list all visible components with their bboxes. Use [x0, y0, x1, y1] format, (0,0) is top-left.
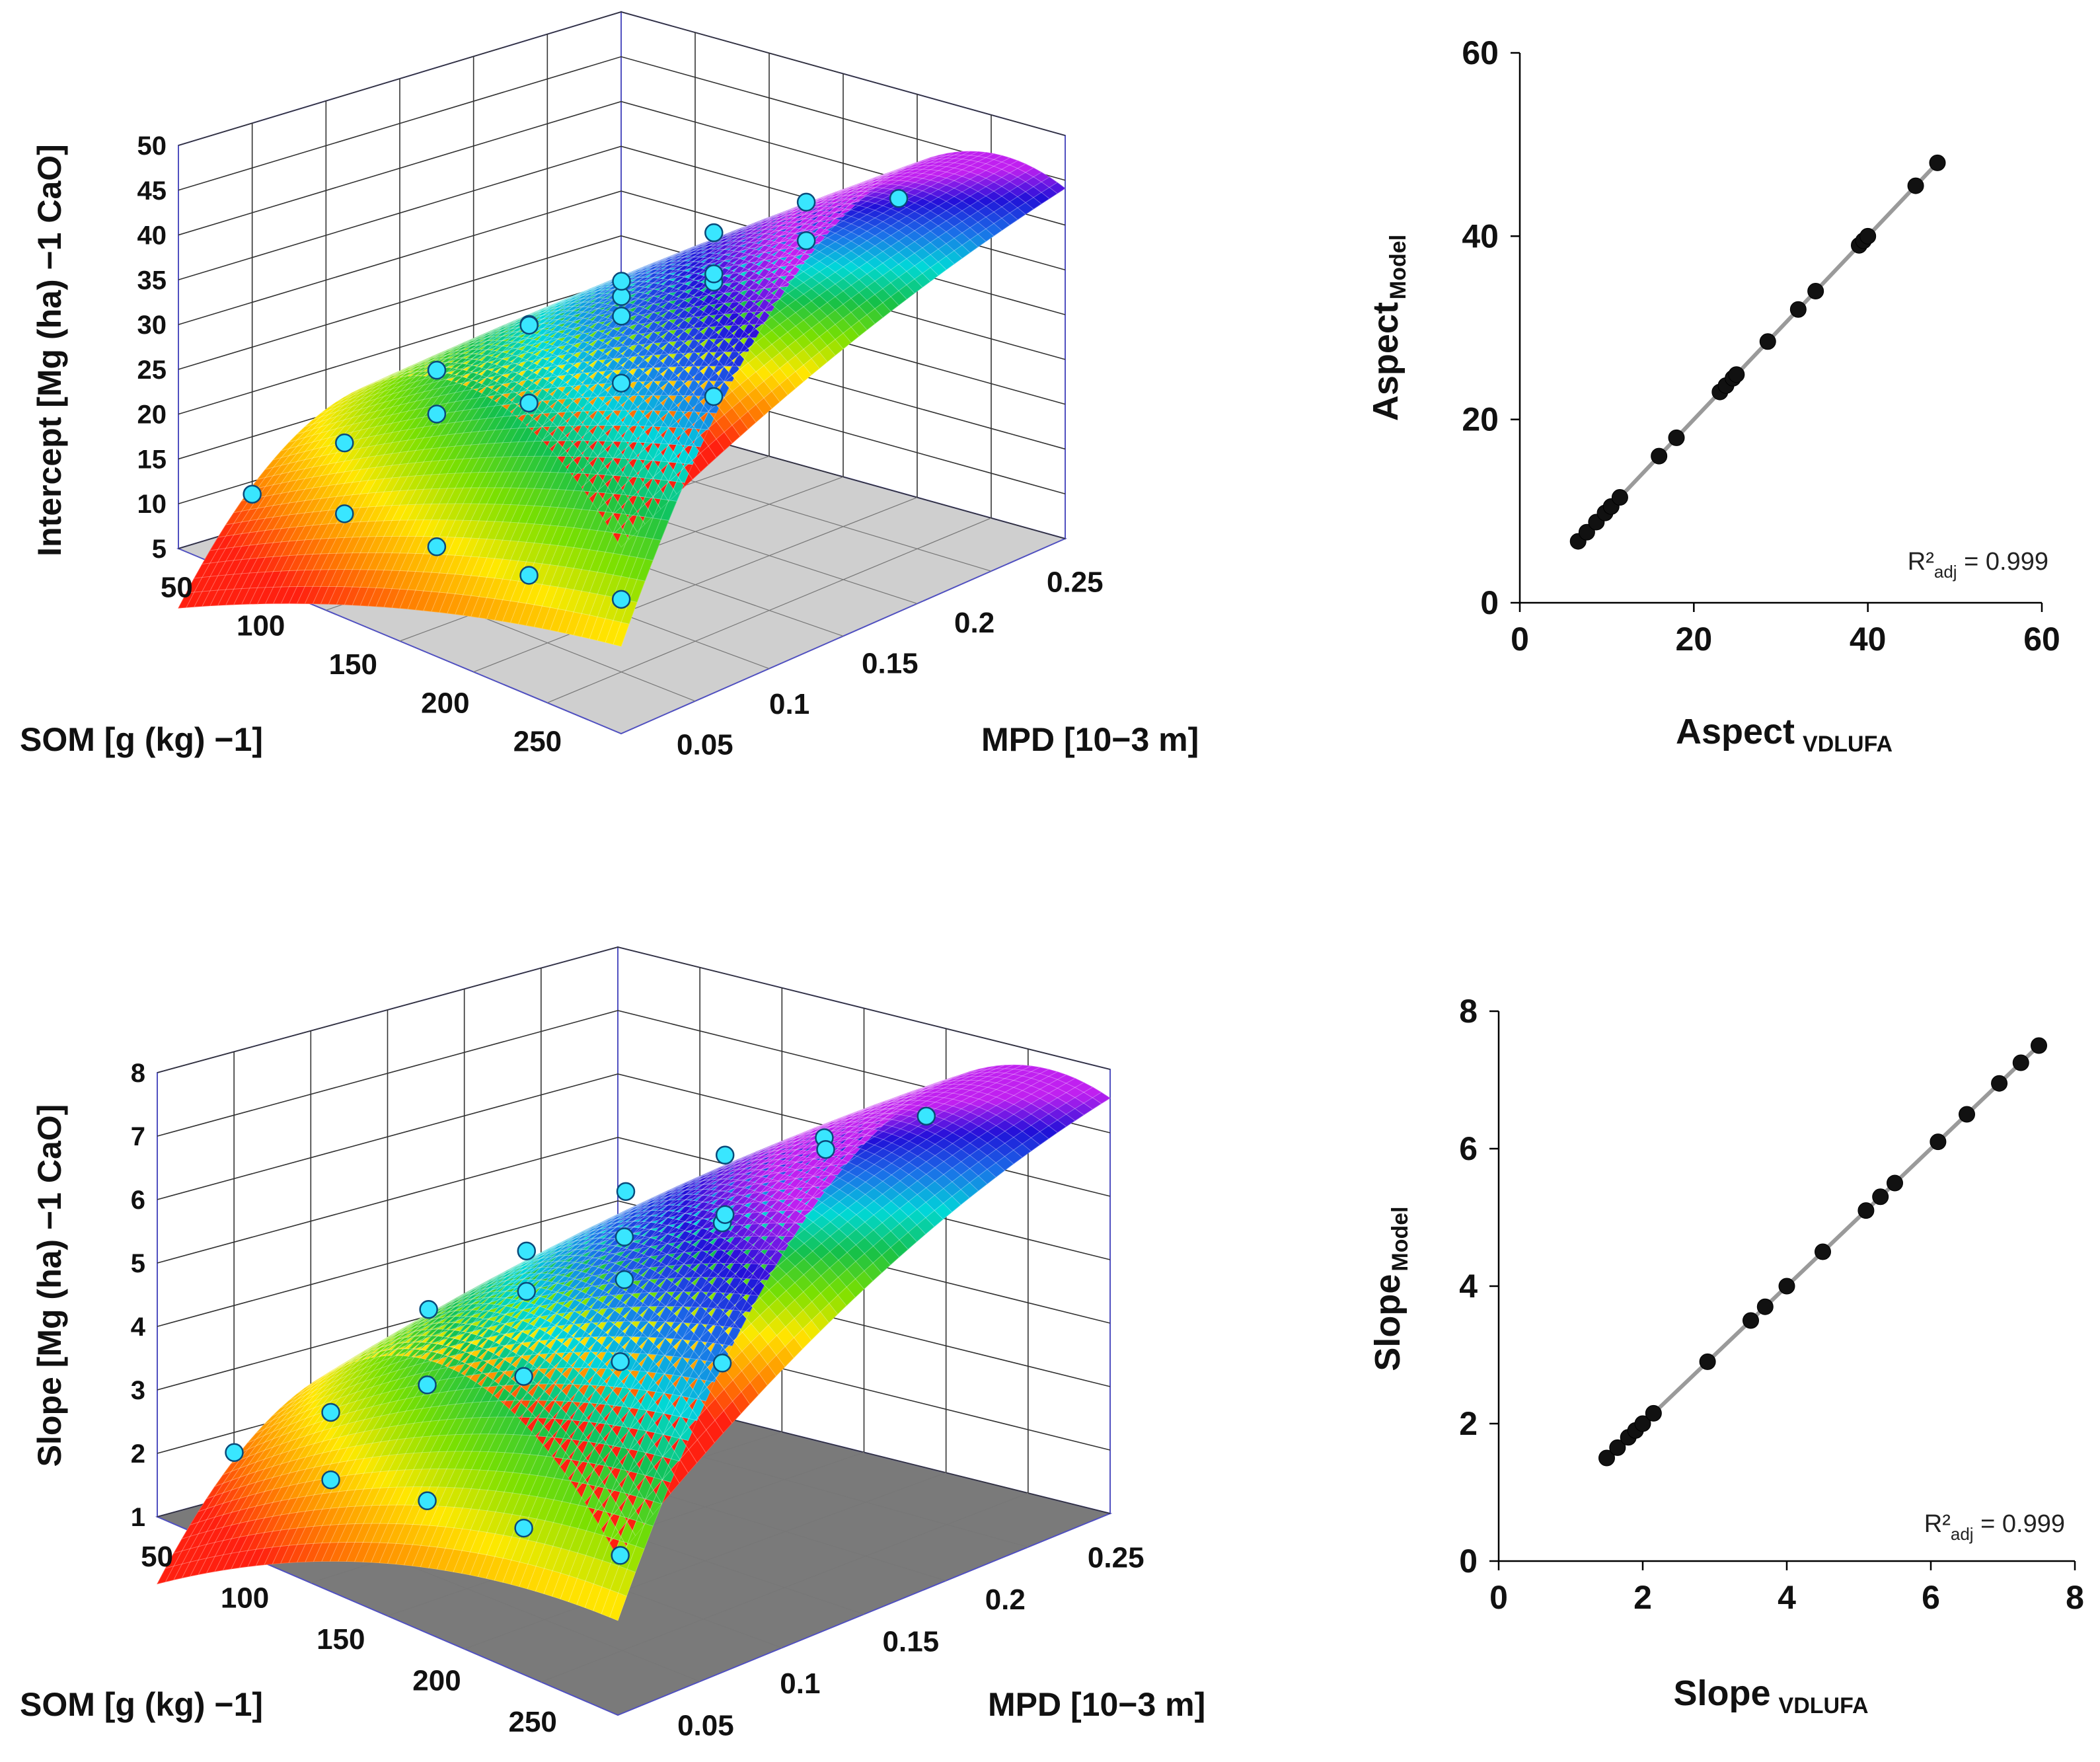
intercept-surface-panel: 5101520253035404550501001502002500.250.2…	[20, 11, 1199, 761]
